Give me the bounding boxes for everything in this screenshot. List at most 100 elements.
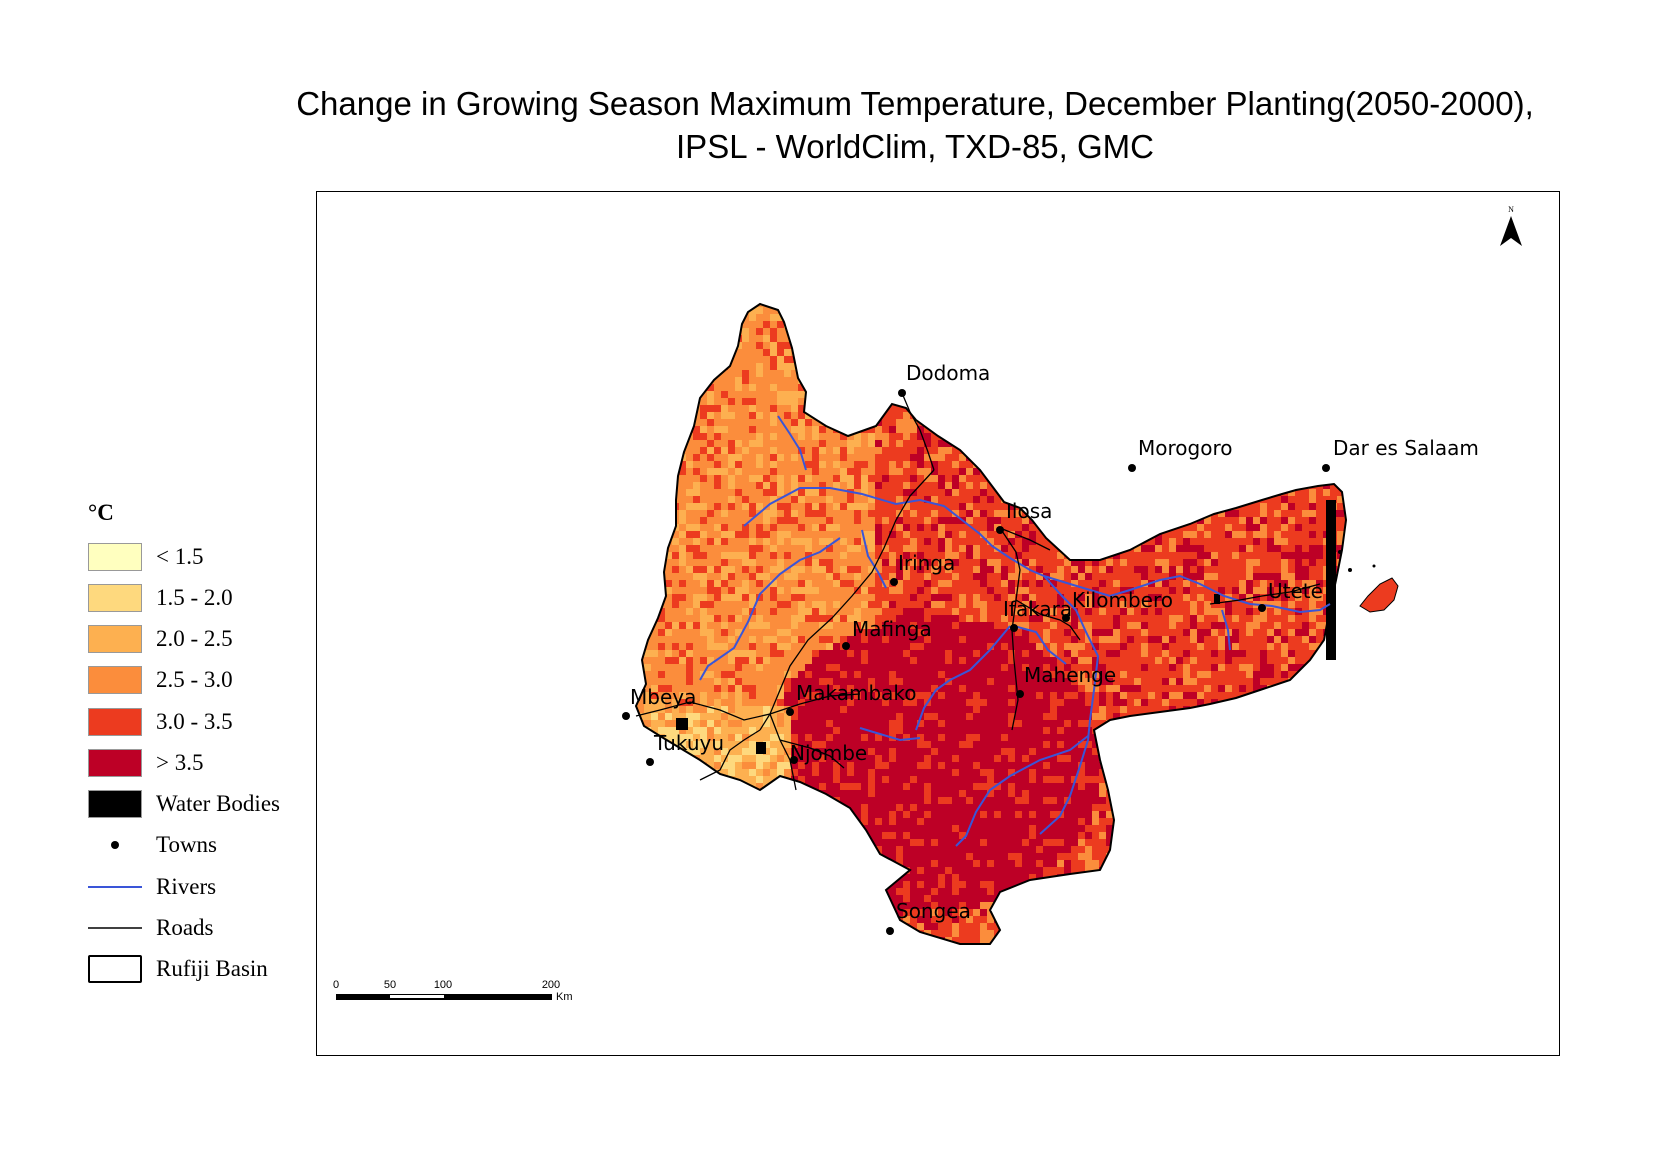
raster-cell [819,412,826,419]
raster-cell [1092,545,1099,552]
raster-cell [1232,475,1239,482]
raster-cell [1064,517,1071,524]
raster-cell [1239,496,1246,503]
raster-cell [1113,538,1120,545]
raster-cell [1204,622,1211,629]
raster-cell [777,622,784,629]
raster-cell [651,454,658,461]
raster-cell [1211,314,1218,321]
raster-cell [980,419,987,426]
raster-cell [854,321,861,328]
raster-cell [1232,608,1239,615]
raster-cell [1057,370,1064,377]
raster-cell [651,594,658,601]
raster-cell [1302,573,1309,580]
raster-cell [637,594,644,601]
raster-cell [952,545,959,552]
raster-cell [1106,580,1113,587]
raster-cell [945,545,952,552]
raster-cell [896,496,903,503]
raster-cell [1043,447,1050,454]
raster-cell [1246,433,1253,440]
raster-cell [742,538,749,545]
raster-cell [819,475,826,482]
raster-cell [973,524,980,531]
raster-cell [728,433,735,440]
raster-cell [1197,342,1204,349]
raster-cell [672,314,679,321]
raster-cell [1274,601,1281,608]
raster-cell [756,405,763,412]
raster-cell [721,356,728,363]
raster-cell [973,384,980,391]
raster-cell [749,426,756,433]
raster-cell [1344,580,1346,587]
raster-cell [896,328,903,335]
raster-cell [756,608,763,615]
raster-cell [742,468,749,475]
raster-cell [994,587,1001,594]
raster-cell [735,454,742,461]
raster-cell [1274,615,1281,622]
raster-cell [798,391,805,398]
raster-cell [1246,405,1253,412]
raster-cell [1120,405,1127,412]
raster-cell [1092,517,1099,524]
raster-cell [868,524,875,531]
raster-cell [882,489,889,496]
raster-cell [1274,440,1281,447]
raster-cell [791,531,798,538]
raster-cell [1148,321,1155,328]
raster-cell [735,538,742,545]
legend-label-roads: Roads [156,915,214,940]
raster-cell [987,552,994,559]
raster-cell [686,377,693,384]
raster-cell [1309,419,1316,426]
raster-cell [651,510,658,517]
raster-cell [1064,314,1071,321]
raster-cell [1092,377,1099,384]
raster-cell [658,622,665,629]
raster-cell [798,461,805,468]
raster-cell [1022,573,1029,580]
raster-cell [672,629,679,636]
raster-cell [644,307,651,314]
raster-cell [636,503,637,510]
raster-cell [924,398,931,405]
raster-cell [1008,531,1015,538]
raster-cell [777,419,784,426]
raster-cell [1092,601,1099,608]
raster-cell [1008,304,1015,307]
raster-cell [1204,321,1211,328]
raster-cell [1057,307,1064,314]
raster-cell [644,566,651,573]
raster-cell [840,496,847,503]
raster-cell [1008,482,1015,489]
raster-cell [980,608,987,615]
raster-cell [672,304,679,307]
raster-cell [1316,342,1323,349]
raster-cell [721,384,728,391]
raster-cell [861,517,868,524]
raster-cell [1155,370,1162,377]
raster-cell [636,454,637,461]
raster-cell [1057,461,1064,468]
raster-cell [1225,496,1232,503]
raster-cell [1036,440,1043,447]
raster-cell [1085,482,1092,489]
raster-cell [686,482,693,489]
raster-cell [924,342,931,349]
raster-cell [644,335,651,342]
raster-cell [812,510,819,517]
raster-cell [1155,363,1162,370]
raster-cell [1260,538,1267,545]
raster-cell [1169,531,1176,538]
raster-cell [1127,608,1134,615]
raster-cell [1246,321,1253,328]
raster-cell [917,538,924,545]
raster-cell [1050,335,1057,342]
raster-cell [868,594,875,601]
raster-cell [728,580,735,587]
raster-cell [1323,489,1330,496]
raster-cell [693,601,700,608]
